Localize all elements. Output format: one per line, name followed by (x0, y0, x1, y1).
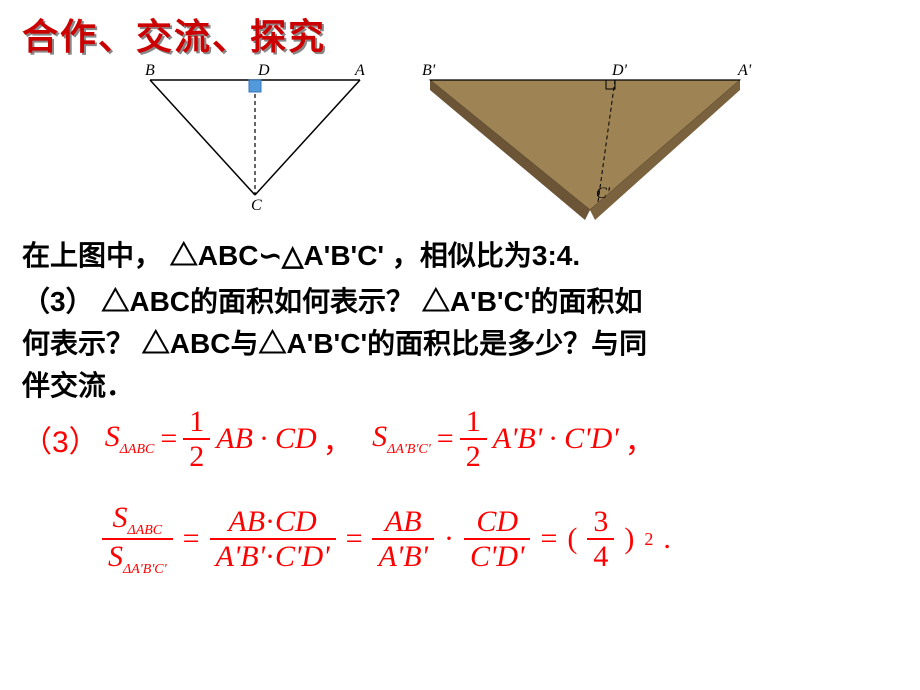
label-Bp: B' (422, 62, 436, 79)
rparen: ) (624, 522, 634, 556)
q3-b: △A'B'C'的面积如 (422, 286, 643, 317)
label-Dp: D' (611, 62, 628, 79)
formula-row1: （3） SΔABC = 1 2 AB · CD， SΔA'B'C' = 1 2 … (22, 405, 898, 473)
dot2: · (548, 422, 558, 456)
q3-line3: 伴交流． (22, 365, 898, 407)
ratio: 3:4. (532, 240, 580, 271)
frac-CD: CD C'D' (464, 505, 531, 573)
body-text: 在上图中， △ABC∽△A'B'C' ，相似比为3:4. （3） △ABC的面积… (22, 235, 898, 407)
line1: 在上图中， △ABC∽△A'B'C' ，相似比为3:4. (22, 235, 898, 277)
eq1: = (160, 422, 177, 456)
formula-label: （3） (22, 417, 99, 461)
slide-title: 合作、交流、探究 (22, 8, 326, 60)
label-Ap: A' (737, 62, 752, 79)
eq3: = (183, 522, 200, 556)
lparen: ( (567, 522, 577, 556)
S-ratio: SΔABC SΔA'B'C' (102, 501, 173, 578)
half2: 1 2 (460, 405, 487, 473)
squared: 2 (644, 529, 653, 550)
q3-line2: 何表示？ △ABC与△A'B'C'的面积比是多少？与同 (22, 323, 898, 365)
eq5: = (540, 522, 557, 556)
ABp1: A'B' (493, 422, 542, 456)
eq4: = (346, 522, 363, 556)
frac-full: AB·CD A'B'·C'D' (210, 505, 336, 573)
formula-block: （3） SΔABC = 1 2 AB · CD， SΔA'B'C' = 1 2 … (22, 405, 898, 578)
q3-e: 伴交流． (22, 370, 134, 401)
triangle-abc-prime-svg: B' D' A' C' (420, 60, 755, 225)
half1: 1 2 (183, 405, 210, 473)
triangle-abc-diagram: B D A C (140, 60, 370, 215)
comma2: ， (625, 417, 655, 461)
dot1: · (259, 422, 269, 456)
frac-34: 3 4 (587, 505, 614, 573)
formula-row2: SΔABC SΔA'B'C' = AB·CD A'B'·C'D' = AB A'… (102, 501, 898, 578)
line1-post: ，相似比为 (392, 240, 532, 271)
label-Cp: C' (596, 185, 611, 202)
label-D: D (257, 62, 270, 79)
label-C: C (251, 197, 262, 210)
tri-similar: △ABC∽△A'B'C' (170, 240, 384, 271)
label-B: B (145, 62, 155, 79)
line1-pre: 在上图中， (22, 240, 162, 271)
dot3: · (444, 522, 454, 556)
question-3: （3） △ABC的面积如何表示？ △A'B'C'的面积如 (22, 281, 898, 323)
diagram-row: B D A C B' D' A' C' (140, 60, 755, 230)
q3-a: △ABC的面积如何表示？ (101, 286, 414, 317)
period: . (663, 522, 671, 556)
S2: SΔA'B'C' (372, 420, 431, 458)
CD1: CD (275, 422, 317, 456)
triangle-abc-prime-diagram: B' D' A' C' (420, 60, 755, 230)
triangle-abc-svg: B D A C (140, 60, 370, 210)
frac-AB: AB A'B' (372, 505, 433, 573)
S1: SΔABC (105, 420, 155, 458)
AB1: AB (216, 422, 253, 456)
q3-c: 何表示？ (22, 328, 134, 359)
comma1: ， (323, 417, 353, 461)
label-A: A (354, 62, 365, 79)
CDp1: C'D' (564, 422, 619, 456)
eq2: = (437, 422, 454, 456)
q3-label: （3） (22, 286, 94, 317)
q3-d: △ABC与△A'B'C'的面积比是多少？与同 (142, 328, 647, 359)
